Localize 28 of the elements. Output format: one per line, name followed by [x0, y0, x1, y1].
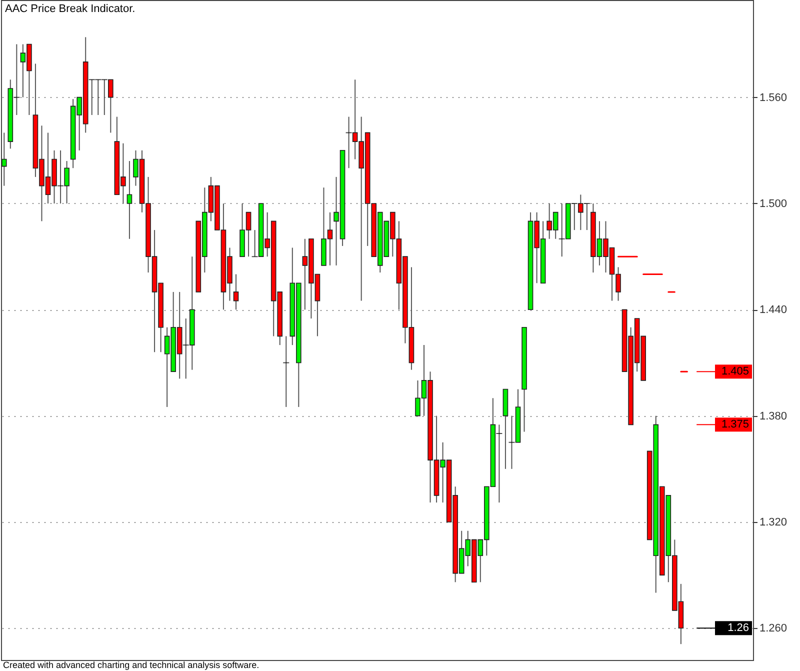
y-tick-label: 1.320 [760, 516, 788, 528]
candlestick [283, 336, 290, 408]
candlestick [182, 318, 189, 380]
annotation: Created with advanced charting and technical analysis software. [3, 660, 260, 670]
candlestick [126, 160, 132, 240]
candlestick [508, 415, 515, 470]
candlestick [233, 274, 239, 310]
y-tick-label: 1.260 [760, 622, 788, 635]
candlestick [578, 194, 584, 231]
candlestick [571, 202, 578, 231]
candlestick [58, 150, 64, 204]
candlestick [1, 132, 7, 186]
y-tick-label: 1.380 [760, 410, 788, 422]
candlestick [14, 44, 20, 116]
y-tick-label: 1.440 [760, 304, 788, 316]
ref-line-label: 1.26 [728, 622, 749, 634]
candlestick [584, 202, 590, 231]
candlestick [496, 424, 502, 504]
ref-line-label: 1.375 [721, 418, 749, 431]
candlestick [64, 160, 70, 204]
ref-line-label: 1.405 [721, 366, 749, 378]
candlestick [346, 116, 352, 169]
candlestick [558, 202, 565, 258]
chart-title: AAC Price Break Indicator. [5, 3, 136, 15]
y-tick-label: 1.500 [760, 198, 788, 210]
candlestick [252, 230, 258, 258]
y-tick-label: 1.560 [760, 92, 788, 104]
candlestick [108, 79, 114, 134]
